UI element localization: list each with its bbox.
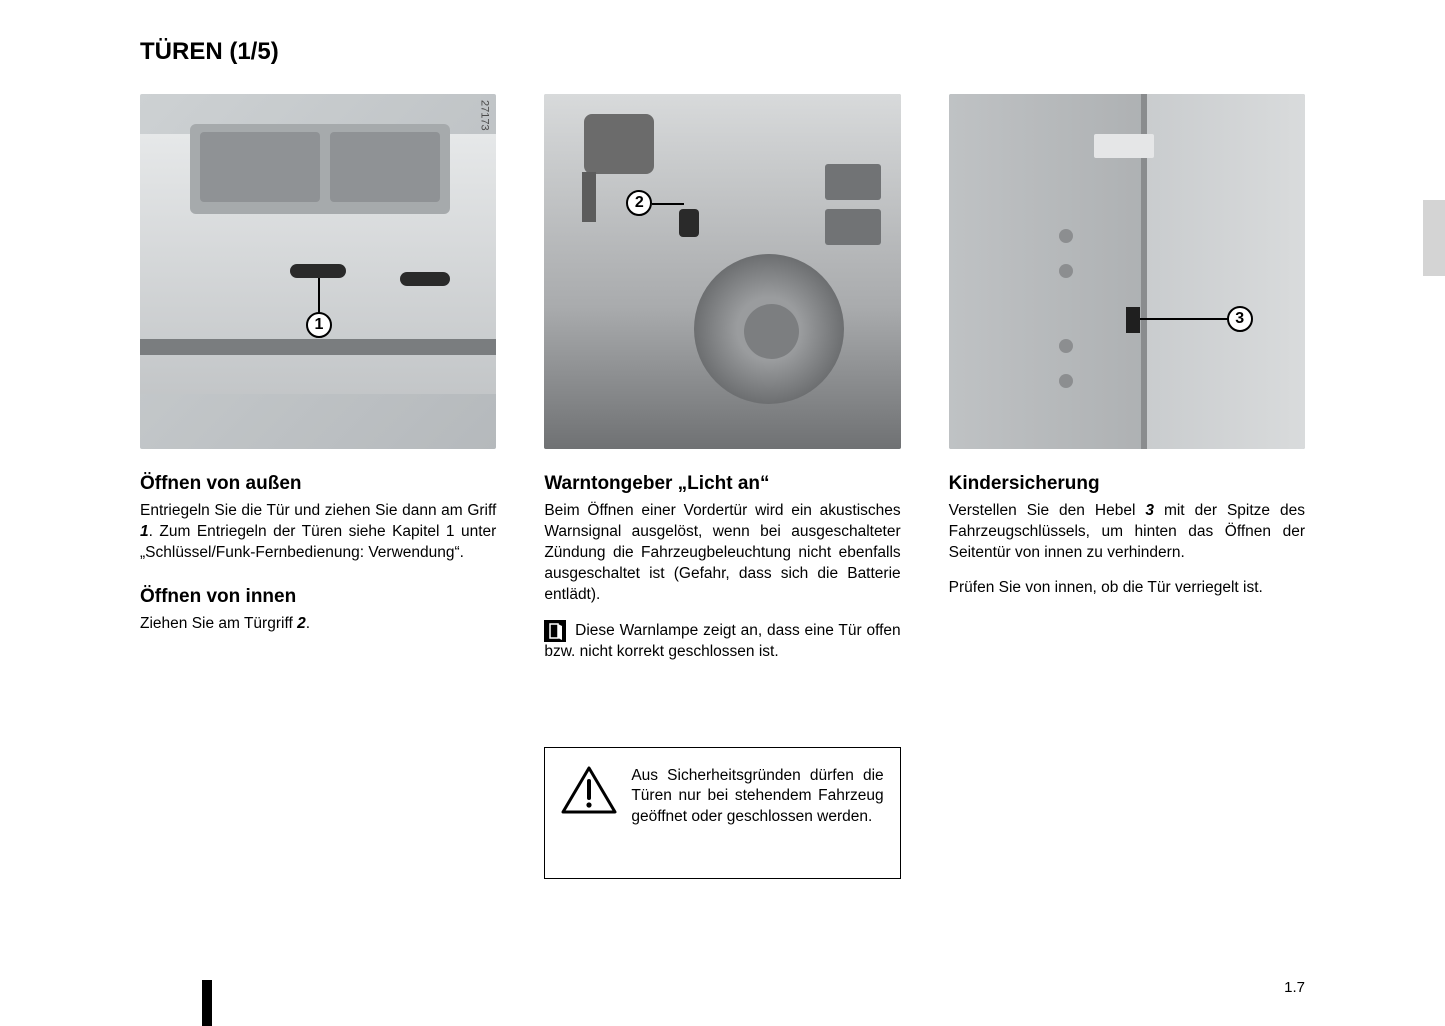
safety-warning-text: Aus Sicherheitsgründen dürfen die Türen …: [631, 766, 883, 829]
text-span: Verstellen Sie den Hebel: [949, 502, 1146, 519]
content-columns: 27173 1 Öffnen von außen Entriegeln Sie …: [140, 94, 1305, 879]
heading-open-inside: Öffnen von innen: [140, 586, 496, 608]
warning-triangle-icon: [561, 766, 617, 814]
text-open-outside: Entriegeln Sie die Tür und ziehen Sie da…: [140, 501, 496, 564]
figure-1-callout: 1: [306, 312, 332, 338]
ref-1: 1: [140, 523, 149, 540]
text-span: .: [306, 615, 310, 632]
figure-1-id: 27173: [478, 100, 490, 131]
footer-tab: [202, 980, 212, 1026]
figure-3-callout: 3: [1227, 306, 1253, 332]
text-child-lock-1: Verstellen Sie den Hebel 3 mit der Spitz…: [949, 501, 1305, 564]
child-lock-lever: [1126, 307, 1140, 333]
heading-open-outside: Öffnen von außen: [140, 473, 496, 495]
ref-3: 3: [1145, 502, 1154, 519]
text-child-lock-2: Prüfen Sie von innen, ob die Tür verrieg…: [949, 578, 1305, 599]
column-3: 27206 3 Kindersicherung Verstellen Sie d…: [949, 94, 1305, 879]
page-title: TÜREN (1/5): [140, 38, 1305, 66]
text-span: Diese Warnlampe zeigt an, dass eine Tür …: [544, 622, 900, 660]
side-tab: [1423, 200, 1445, 276]
text-span: Ziehen Sie am Türgriff: [140, 615, 297, 632]
safety-warning-box: Aus Sicherheitsgründen dürfen die Türen …: [544, 747, 900, 880]
page-number: 1.7: [1284, 979, 1305, 996]
door-open-icon: [544, 620, 566, 642]
text-light-warning: Beim Öffnen einer Vordertür wird ein aku…: [544, 501, 900, 606]
figure-3: 27206 3: [949, 94, 1305, 449]
figure-2: 36159 2: [544, 94, 900, 449]
column-1: 27173 1 Öffnen von außen Entriegeln Sie …: [140, 94, 496, 879]
text-span: Entriegeln Sie die Tür und ziehen Sie da…: [140, 502, 496, 519]
ref-2: 2: [297, 615, 306, 632]
text-span: . Zum Entriegeln der Türen siehe Kapitel…: [140, 523, 496, 561]
text-door-open-lamp: Diese Warnlampe zeigt an, dass eine Tür …: [544, 620, 900, 663]
heading-light-warning: Warntongeber „Licht an“: [544, 473, 900, 495]
column-2: 36159 2 Warntongeber „Licht an“ Beim Öff…: [544, 94, 900, 879]
heading-child-lock: Kindersicherung: [949, 473, 1305, 495]
figure-1: 27173 1: [140, 94, 496, 449]
text-open-inside: Ziehen Sie am Türgriff 2.: [140, 614, 496, 635]
